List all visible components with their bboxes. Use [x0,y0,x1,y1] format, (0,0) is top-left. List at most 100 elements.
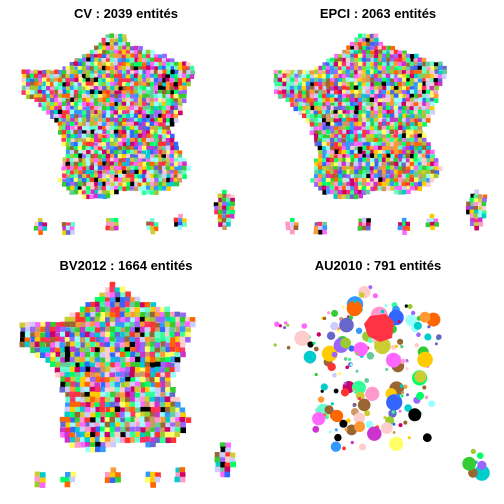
urban-area [477,452,484,459]
territory-cell [318,150,323,155]
territory-cell [180,352,186,358]
territory-cell [78,166,83,171]
territory-cell [362,178,367,183]
territory-cell [145,397,151,403]
territory-cell [120,402,126,408]
territory-cell [155,397,161,403]
territory-cell [393,158,398,163]
territory-cell [120,342,126,348]
territory-cell [314,78,319,83]
territory-cell [362,113,367,118]
territory-cell [146,154,151,159]
territory-cell [94,77,99,82]
territory-cell [78,110,83,115]
urban-area [392,423,395,426]
territory-cell [386,86,391,91]
territory-cell [310,122,315,127]
territory-cell [65,432,71,438]
territory-cell [110,134,115,139]
territory-cell [422,122,427,127]
territory-cell [66,82,71,87]
territory-cell [409,178,414,183]
map-panel-epci: EPCI : 2063 entités [252,0,504,252]
territory-cell [74,190,79,195]
urban-area [356,370,359,373]
territory-cell [100,347,106,353]
territory-cell [110,307,116,313]
territory-cell [418,182,423,187]
urban-area [330,322,338,330]
territory-cell [402,53,407,58]
territory-cell [100,397,106,403]
territory-cell [165,396,171,402]
territory-cell [122,106,127,111]
territory-cell [426,150,431,155]
urban-area [405,359,408,362]
territory-cell [170,337,176,343]
territory-cell [230,462,236,468]
territory-cell [142,130,147,135]
territory-cell [70,110,75,115]
territory-cell [78,70,83,75]
territory-cell [115,318,121,324]
territory-cell [66,93,71,98]
territory-cell [298,106,303,111]
territory-cell [135,367,141,373]
territory-cell [82,194,87,199]
territory-cell [85,372,91,378]
territory-cell [86,81,91,86]
territory-cell [115,357,121,363]
territory-cell [104,337,110,343]
territory-cell [306,118,311,123]
territory-cell [418,122,423,127]
territory-cell [165,437,171,443]
urban-area [397,339,403,345]
territory-cell [178,78,183,83]
territory-cell [159,368,165,374]
territory-cell [42,98,47,103]
territory-cell [114,34,119,39]
territory-cell [342,54,347,59]
territory-cell [342,170,347,175]
urban-area [408,408,421,421]
territory-cell [155,367,161,373]
territory-cell [85,427,91,433]
territory-cell [95,447,101,453]
territory-cell [290,94,295,99]
territory-cell [150,392,156,398]
territory-cell [50,331,56,337]
territory-cell [70,407,76,413]
territory-cell [278,82,283,87]
territory-cell [82,126,87,131]
territory-cell [155,387,161,393]
territory-cell [390,101,395,106]
map-panel-au2010: AU2010 : 791 entités [252,252,504,504]
territory-cell [370,158,375,163]
territory-cell [89,194,94,199]
territory-cell [374,106,379,111]
territory-cell [218,210,223,215]
territory-cell [75,367,81,373]
territory-cell [120,387,126,393]
territory-cell [394,190,399,195]
territory-cell [342,166,347,171]
territory-cell [186,417,192,423]
territory-cell [115,347,121,353]
territory-cell [77,134,82,139]
territory-cell [130,58,135,63]
territory-cell [30,94,35,99]
territory-cell [67,138,72,143]
territory-cell [330,98,335,103]
territory-cell [66,106,71,111]
territory-cell [170,134,175,139]
territory-cell [40,482,46,488]
territory-cell [426,90,431,95]
urban-area [345,428,348,431]
territory-cell [80,307,86,313]
territory-cell [75,417,81,423]
urban-area [353,390,356,393]
territory-cell [129,105,134,110]
territory-cell [354,85,359,90]
territory-cell [425,109,430,114]
territory-cell [154,190,159,195]
